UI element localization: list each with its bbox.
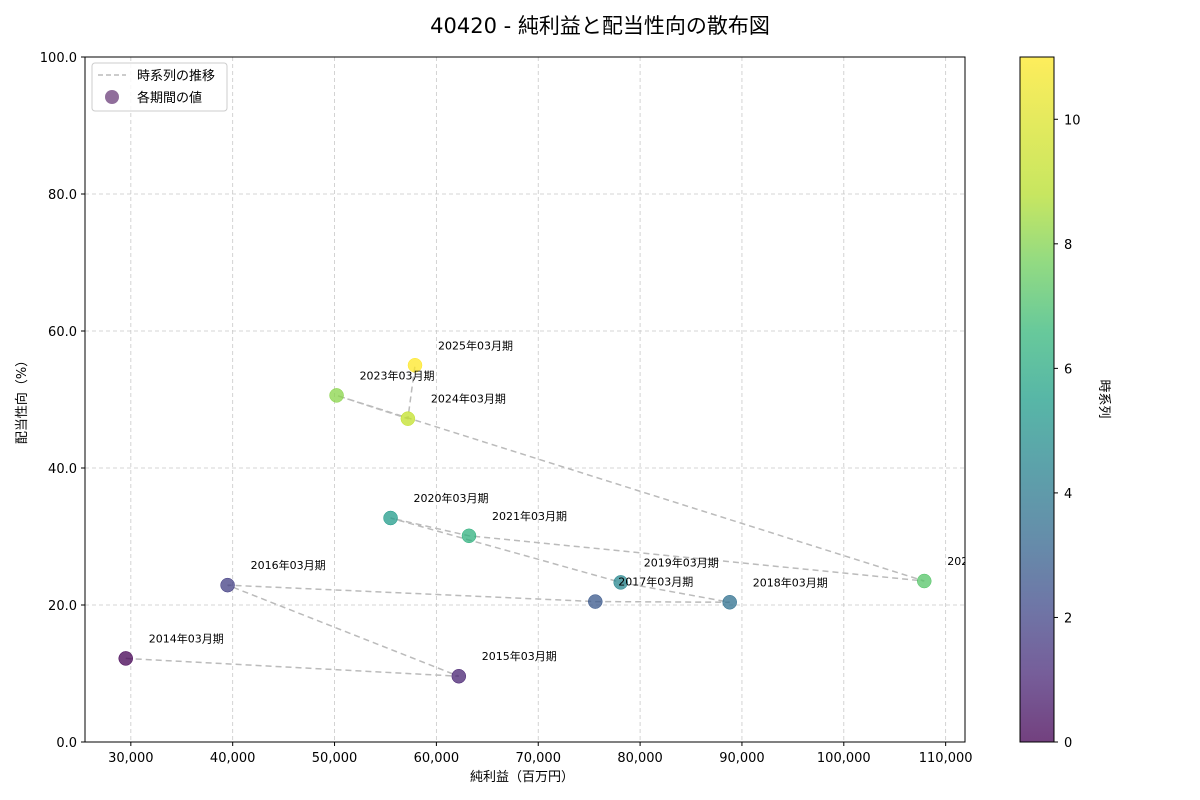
x-tick-label: 40,000 [210,751,256,766]
data-point-label: 2022年03月期 [947,554,1022,568]
x-tick-label: 90,000 [719,751,765,766]
data-point-label: 2017年03月期 [618,575,693,589]
y-tick-label: 20.0 [48,599,77,614]
data-point-label: 2019年03月期 [644,555,719,569]
colorbar-label: 時系列 [1096,379,1111,418]
x-tick-label: 70,000 [515,751,561,766]
data-points [118,358,932,684]
y-tick-label: 0.0 [56,736,77,751]
data-point-label: 2015年03月期 [482,649,557,663]
data-point [383,510,398,526]
x-tick-label: 60,000 [414,751,460,766]
data-point [329,388,344,403]
y-tick-label: 80.0 [48,188,77,203]
legend-line-label: 時系列の推移 [137,69,215,84]
point-labels: 2014年03月期 2015年03月期 2016年03月期 2017年03月期 2018… [149,338,1022,663]
data-point-label: 2020年03月期 [414,491,489,505]
x-tick-label: 80,000 [617,751,663,766]
legend-point-swatch [105,90,119,104]
chart-title: 40420 - 純利益と配当性向の散布図 [430,14,770,38]
colorbar: 0 2 4 6 8 10 時系列 [1019,56,1111,751]
legend: 時系列の推移 各期間の値 [91,62,228,112]
colorbar-tick-label: 0 [1064,736,1072,751]
trend-line [125,365,925,677]
x-tick-label: 110,000 [919,751,973,766]
colorbar-tick-label: 10 [1064,113,1081,128]
y-tick-label: 60.0 [48,325,77,340]
legend-point-label: 各期間の値 [137,90,202,106]
data-point [220,577,235,593]
y-tick-label: 100.0 [40,51,77,66]
data-point [588,594,603,609]
data-point-label: 2014年03月期 [149,631,224,645]
colorbar-gradient [1020,57,1054,742]
x-tick-label: 100,000 [817,751,871,766]
colorbar-tick-label: 8 [1064,238,1072,253]
y-tick-label: 40.0 [48,462,77,477]
y-axis-label: 配当性向（%） [14,354,30,444]
y-axis-ticks: 0.0 20.0 40.0 60.0 80.0 100.0 [40,51,85,751]
data-point-label: 2023年03月期 [360,368,435,382]
colorbar-tick-label: 2 [1064,611,1072,626]
data-point [461,528,477,544]
trend-polyline [125,365,925,677]
x-tick-label: 30,000 [108,751,154,766]
x-axis-ticks: 30,000 40,000 50,000 60,000 70,000 80,000 90,0… [108,742,973,766]
colorbar-frame [1019,56,1055,743]
colorbar-tick-label: 6 [1064,362,1072,377]
x-axis-label: 純利益（百万円） [470,770,574,785]
data-point [451,668,467,684]
data-point-label: 2018年03月期 [753,575,828,589]
data-point-label: 2025年03月期 [438,338,513,352]
data-point-label: 2024年03月期 [431,392,506,406]
data-point [722,595,737,610]
colorbar-ticks: 0 2 4 6 8 10 [1054,113,1081,751]
grid [85,56,965,743]
data-point [407,358,423,373]
colorbar-tick-label: 4 [1064,487,1072,502]
x-tick-label: 50,000 [312,751,358,766]
data-point [613,575,628,590]
data-point-label: 2021年03月期 [492,509,567,523]
plot-frame [84,56,966,743]
data-point [118,651,133,666]
data-point [400,411,416,426]
data-point [917,573,932,589]
data-point-label: 2016年03月期 [251,558,326,572]
